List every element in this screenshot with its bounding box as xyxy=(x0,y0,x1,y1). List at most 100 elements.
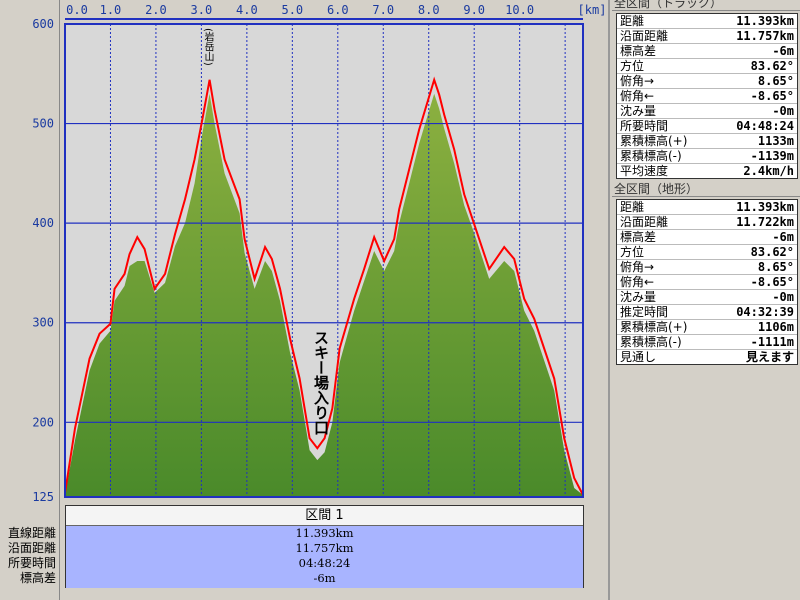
stat-label: 累積標高(-) xyxy=(620,335,682,349)
x-tick-label: 6.0 xyxy=(327,3,349,17)
stat-label: 距離 xyxy=(620,14,645,28)
elevation-chart[interactable]: 600 500 400 300 200 125 0.0 1.0 2.0 3.0 4.0 5.0 6.0 7… xyxy=(0,0,610,505)
stat-label: 沿面距離 xyxy=(620,29,669,43)
y-tick-label: 600 xyxy=(32,17,54,31)
x-axis-unit: [km] xyxy=(578,3,607,17)
stat-row: 俯角← -8.65° xyxy=(617,275,797,290)
stat-label: 標高差 xyxy=(620,230,657,244)
stat-row: 沿面距離 11.757km xyxy=(617,29,797,44)
stat-row: 所要時間 04:48:24 xyxy=(617,119,797,134)
stat-value: 8.65° xyxy=(757,74,794,88)
stat-row: 累積標高(-) -1139m xyxy=(617,149,797,164)
stat-label: 俯角→ xyxy=(620,74,655,88)
stat-label: 沈み量 xyxy=(620,290,657,304)
stat-row: 累積標高(+) 1133m xyxy=(617,134,797,149)
stat-value: -8.65° xyxy=(750,275,794,289)
y-tick-label: 300 xyxy=(32,316,54,330)
stat-label: 距離 xyxy=(620,200,645,214)
stat-value: -1139m xyxy=(750,149,794,163)
stat-value: -0m xyxy=(772,290,794,304)
stat-label: 標高差 xyxy=(620,44,657,58)
stat-label: 方位 xyxy=(620,245,645,259)
stat-value: -8.65° xyxy=(750,89,794,103)
terrain-area xyxy=(65,93,583,497)
x-tick-label: 9.0 xyxy=(463,3,485,17)
stat-row: 俯角→ 8.65° xyxy=(617,260,797,275)
stat-row: 見通し 見えます xyxy=(617,350,797,364)
stat-value: 04:32:39 xyxy=(736,305,794,319)
stat-value: 11.757km xyxy=(736,29,794,43)
stat-label: 沿面距離 xyxy=(620,215,669,229)
stat-row: 距離 11.393km xyxy=(617,200,797,215)
stat-row: 推定時間 04:32:39 xyxy=(617,305,797,320)
y-tick-label: 400 xyxy=(32,216,54,230)
stat-row: 距離 11.393km xyxy=(617,14,797,29)
stat-value: 83.62° xyxy=(750,245,794,259)
section-summary[interactable]: 区間 1 11.393km 11.757km 04:48:24 -6m xyxy=(65,505,584,588)
stat-label: 俯角→ xyxy=(620,260,655,274)
section-label: 沿面距離 xyxy=(7,541,56,555)
peak-annotation: (岩岳山) xyxy=(202,28,213,66)
divider xyxy=(59,0,60,600)
stat-label: 方位 xyxy=(620,59,645,73)
stat-label: 俯角← xyxy=(620,89,655,103)
x-tick-label: 1.0 xyxy=(100,3,122,17)
section-title: 区間 1 xyxy=(66,506,583,526)
y-tick-label: 500 xyxy=(32,117,54,131)
stat-row: 累積標高(-) -1111m xyxy=(617,335,797,350)
stat-row: 標高差 -6m xyxy=(617,230,797,245)
section-labels: 直線距離 沿面距離 所要時間 標高差 xyxy=(0,526,56,586)
x-tick-label: 4.0 xyxy=(236,3,258,17)
section-value: 11.757km xyxy=(295,541,354,555)
stat-label: 推定時間 xyxy=(620,305,669,319)
x-tick-label: 3.0 xyxy=(191,3,213,17)
stat-row: 俯角→ 8.65° xyxy=(617,74,797,89)
section-label: 直線距離 xyxy=(7,526,56,540)
x-tick-label: 7.0 xyxy=(372,3,394,17)
section-value: 04:48:24 xyxy=(298,556,351,570)
stat-row: 標高差 -6m xyxy=(617,44,797,59)
section-label: 所要時間 xyxy=(7,556,56,570)
stat-value: 04:48:24 xyxy=(736,119,794,133)
stat-label: 累積標高(+) xyxy=(620,134,688,148)
stat-value: 11.393km xyxy=(736,14,794,28)
stat-value: 1133m xyxy=(757,134,794,148)
track-line xyxy=(64,76,584,496)
stat-label: 俯角← xyxy=(620,275,655,289)
y-tick-label: 125 xyxy=(32,490,54,504)
stat-row: 方位 83.62° xyxy=(617,59,797,74)
stat-value: 11.393km xyxy=(736,200,794,214)
stat-row: 累積標高(+) 1106m xyxy=(617,320,797,335)
plot-border xyxy=(64,23,584,498)
terrain-panel-title: 全区間（地形） xyxy=(612,182,800,197)
stat-value: 8.65° xyxy=(757,260,794,274)
x-tick-label: 5.0 xyxy=(281,3,303,17)
x-tick-label: 0.0 xyxy=(66,3,88,17)
section-value: 11.393km xyxy=(295,526,354,540)
ski-area-annotation: スキー場入り口 xyxy=(312,330,330,435)
stat-row: 沿面距離 11.722km xyxy=(617,215,797,230)
splitter[interactable] xyxy=(608,0,610,600)
track-panel-title: 全区間（トラック） xyxy=(612,0,800,11)
stat-value: 83.62° xyxy=(750,59,794,73)
section-label: 標高差 xyxy=(19,571,56,585)
stat-label: 見通し xyxy=(620,350,657,364)
stat-value: 見えます xyxy=(745,350,794,364)
track-panel: 全区間（トラック） 距離 11.393km 沿面距離 11.757km 標高差 -6m 方位… xyxy=(612,0,800,179)
x-tick-label: 10.0 xyxy=(505,3,534,17)
stat-row: 沈み量 -0m xyxy=(617,104,797,119)
stat-value: 1106m xyxy=(757,320,794,334)
stat-value: -6m xyxy=(772,230,794,244)
stat-row: 平均速度 2.4km/h xyxy=(617,164,797,178)
y-tick-label: 200 xyxy=(32,415,54,429)
stat-label: 所要時間 xyxy=(620,119,669,133)
stat-value: 11.722km xyxy=(736,215,794,229)
stat-label: 平均速度 xyxy=(620,164,669,178)
stat-value: -1111m xyxy=(750,335,794,349)
terrain-panel: 全区間（地形） 距離 11.393km 沿面距離 11.722km 標高差 -6m 方位 83… xyxy=(612,182,800,365)
stat-label: 累積標高(-) xyxy=(620,149,682,163)
stat-value: -0m xyxy=(772,104,794,118)
x-tick-label: 2.0 xyxy=(145,3,167,17)
stat-row: 方位 83.62° xyxy=(617,245,797,260)
stat-label: 沈み量 xyxy=(620,104,657,118)
